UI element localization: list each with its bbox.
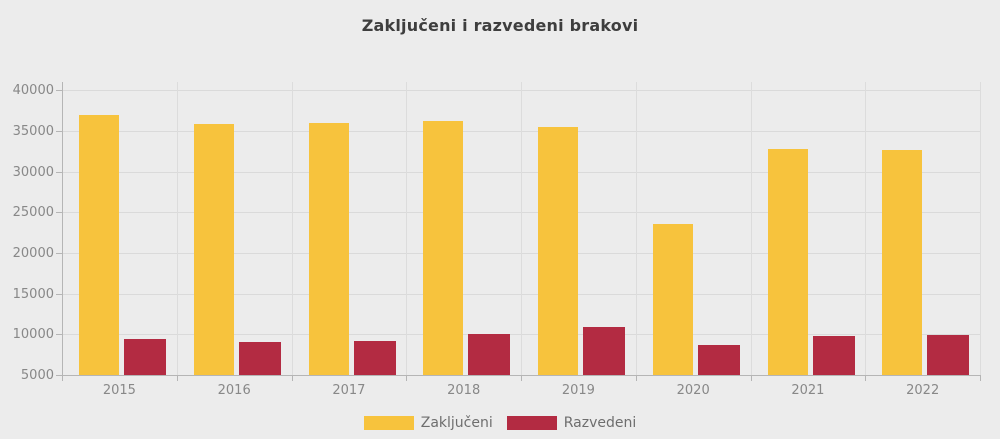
bar-zakljuceni-2020[interactable] xyxy=(652,224,693,375)
x-axis-tick xyxy=(635,375,637,381)
chart-title: Zaključeni i razvedeni brakovi xyxy=(361,16,639,35)
x-axis-tick xyxy=(865,375,867,381)
bar-razvedeni-2018[interactable] xyxy=(468,334,511,375)
x-axis-label: 2017 xyxy=(332,383,366,398)
y-axis-label: 10000 xyxy=(12,327,54,343)
y-axis-tick xyxy=(56,212,62,214)
x-axis-label: 2018 xyxy=(447,383,481,398)
gridline-vertical xyxy=(980,82,981,375)
plot-area xyxy=(62,82,981,376)
y-axis-line xyxy=(62,82,63,381)
y-axis-tick xyxy=(56,130,62,132)
legend-item-zakljuceni[interactable]: Zaključeni xyxy=(363,415,493,431)
legend-item-razvedeni[interactable]: Razvedeni xyxy=(506,415,637,431)
x-axis-tick xyxy=(980,375,981,381)
y-axis-label: 20000 xyxy=(12,245,54,261)
y-axis-tick xyxy=(56,252,62,254)
gridline-vertical xyxy=(176,82,178,375)
y-axis-tick xyxy=(56,90,62,92)
gridline-vertical xyxy=(521,82,522,375)
bar-razvedeni-2016[interactable] xyxy=(238,341,281,375)
bar-zakljuceni-2021[interactable] xyxy=(767,148,808,375)
x-axis-tick xyxy=(291,375,293,381)
y-axis-label: 30000 xyxy=(12,164,54,180)
bar-zakljuceni-2019[interactable] xyxy=(538,126,578,375)
x-axis-tick xyxy=(176,375,178,381)
y-axis-label: 40000 xyxy=(12,83,54,99)
gridline-vertical xyxy=(635,82,637,375)
x-axis-line xyxy=(56,375,980,376)
bar-razvedeni-2015[interactable] xyxy=(124,339,166,375)
x-axis-tick xyxy=(521,375,522,381)
y-axis-tick xyxy=(56,293,62,295)
y-axis-label: 5000 xyxy=(20,368,54,383)
x-axis-label: 2020 xyxy=(676,383,710,398)
bar-razvedeni-2019[interactable] xyxy=(583,327,625,375)
gridline-vertical xyxy=(750,82,752,375)
legend: Zaključeni Razvedeni xyxy=(0,412,1000,434)
bar-zakljuceni-2017[interactable] xyxy=(308,122,349,375)
bar-zakljuceni-2016[interactable] xyxy=(193,123,234,375)
x-axis-label: 2016 xyxy=(217,383,251,398)
bar-zakljuceni-2018[interactable] xyxy=(423,121,464,375)
legend-label-zakljuceni: Zaključeni xyxy=(420,415,493,431)
x-axis-label: 2021 xyxy=(791,383,825,398)
x-axis-tick xyxy=(406,375,408,381)
legend-swatch-zakljuceni xyxy=(363,416,414,430)
gridline-vertical xyxy=(291,82,293,375)
y-axis-label: 25000 xyxy=(12,205,54,221)
y-axis-label: 35000 xyxy=(12,123,54,139)
legend-label-razvedeni: Razvedeni xyxy=(563,415,637,431)
x-axis-label: 2015 xyxy=(102,383,136,398)
bar-zakljuceni-2015[interactable] xyxy=(79,115,119,375)
x-axis-label: 2019 xyxy=(561,383,595,398)
bar-razvedeni-2017[interactable] xyxy=(353,340,396,375)
bar-zakljuceni-2022[interactable] xyxy=(882,149,923,375)
legend-swatch-razvedeni xyxy=(506,416,557,430)
y-axis-tick xyxy=(56,171,62,173)
gridline-vertical xyxy=(406,82,408,375)
x-axis-tick xyxy=(750,375,752,381)
y-axis-tick xyxy=(56,334,62,336)
y-axis-label: 15000 xyxy=(12,286,54,302)
bar-razvedeni-2020[interactable] xyxy=(697,344,740,375)
gridline-vertical xyxy=(865,82,867,375)
bar-razvedeni-2022[interactable] xyxy=(927,335,970,375)
x-axis-label: 2022 xyxy=(906,383,940,398)
bar-razvedeni-2021[interactable] xyxy=(812,335,855,375)
